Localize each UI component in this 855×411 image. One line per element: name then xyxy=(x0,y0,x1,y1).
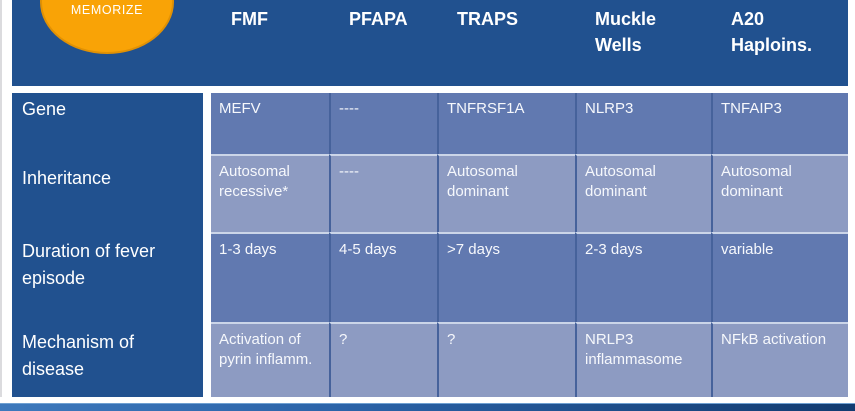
cell-duration-traps: >7 days xyxy=(437,232,575,322)
memorize-badge-label: MEMORIZE xyxy=(70,3,144,17)
table-header-band: FMF PFAPA TRAPS Muckle Wells A20 Haploin… xyxy=(12,0,848,86)
bottom-accent-bar xyxy=(0,403,855,411)
cell-inheritance-muckle-wells: Autosomal dominant xyxy=(575,154,711,232)
cell-inheritance-traps: Autosomal dominant xyxy=(437,154,575,232)
column-header-a20-haploins: A20 Haploins. xyxy=(731,9,813,55)
cell-duration-fmf: 1-3 days xyxy=(211,232,329,322)
cell-inheritance-a20: Autosomal dominant xyxy=(711,154,848,232)
cell-mechanism-a20: NFkB activation xyxy=(711,322,848,397)
cell-mechanism-traps: ? xyxy=(437,322,575,397)
column-header-traps: TRAPS xyxy=(457,9,519,29)
cell-duration-muckle-wells: 2-3 days xyxy=(575,232,711,322)
cell-mechanism-muckle-wells: NRLP3 inflammasome xyxy=(575,322,711,397)
row-label-column: Gene Inheritance Duration of fever episo… xyxy=(12,93,203,397)
cell-gene-fmf: MEFV xyxy=(211,93,329,154)
cell-gene-muckle-wells: NLRP3 xyxy=(575,93,711,154)
cell-mechanism-fmf: Activation of pyrin inflamm. xyxy=(211,322,329,397)
row-label-duration: Duration of fever episode xyxy=(22,241,156,288)
column-header-pfapa: PFAPA xyxy=(349,9,408,29)
column-header-fmf: FMF xyxy=(231,9,268,29)
left-edge-line xyxy=(0,0,2,397)
cell-mechanism-pfapa: ? xyxy=(329,322,437,397)
row-label-mechanism: Mechanism of disease xyxy=(22,332,135,379)
cell-gene-pfapa: ---- xyxy=(329,93,437,154)
cell-inheritance-fmf: Autosomal recessive* xyxy=(211,154,329,232)
cell-duration-pfapa: 4-5 days xyxy=(329,232,437,322)
cell-gene-a20: TNFAIP3 xyxy=(711,93,848,154)
cell-gene-traps: TNFRSF1A xyxy=(437,93,575,154)
data-grid: MEFV ---- TNFRSF1A NLRP3 TNFAIP3 Autosom… xyxy=(211,93,848,397)
row-label-gene: Gene xyxy=(22,99,67,119)
cell-duration-a20: variable xyxy=(711,232,848,322)
column-header-muckle-wells: Muckle Wells xyxy=(595,9,657,55)
row-label-inheritance: Inheritance xyxy=(22,168,112,188)
column-headers: FMF PFAPA TRAPS Muckle Wells A20 Haploin… xyxy=(223,6,855,58)
cell-inheritance-pfapa: ---- xyxy=(329,154,437,232)
